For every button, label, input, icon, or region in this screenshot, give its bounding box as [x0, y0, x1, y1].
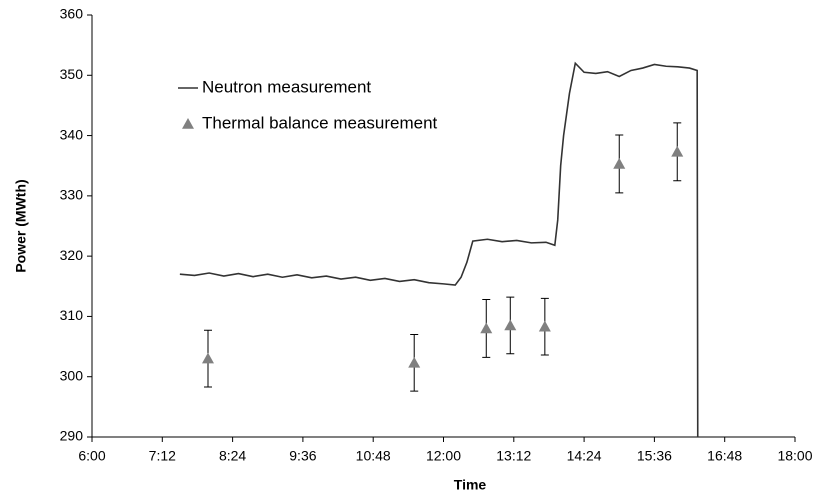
x-tick-label: 8:24 — [219, 448, 246, 464]
y-axis-title: Power (MWth) — [13, 179, 29, 272]
x-tick-label: 7:12 — [149, 448, 176, 464]
x-tick-label: 15:36 — [637, 448, 672, 464]
thermal-point — [408, 356, 421, 368]
y-tick-label: 320 — [60, 247, 84, 263]
x-tick-label: 10:48 — [356, 448, 391, 464]
thermal-point — [201, 352, 214, 364]
y-tick-label: 350 — [60, 66, 84, 82]
y-tick-label: 360 — [60, 6, 84, 22]
y-tick-label: 290 — [60, 428, 84, 444]
x-axis-title: Time — [454, 477, 487, 493]
x-tick-label: 9:36 — [289, 448, 316, 464]
x-tick-label: 18:00 — [777, 448, 812, 464]
x-tick-label: 6:00 — [78, 448, 105, 464]
thermal-point — [613, 157, 626, 169]
y-tick-label: 330 — [60, 187, 84, 203]
thermal-point — [538, 320, 551, 332]
y-tick-label: 310 — [60, 307, 84, 323]
legend-label: Thermal balance measurement — [202, 113, 438, 132]
legend-label: Neutron measurement — [202, 77, 371, 96]
thermal-point — [504, 319, 517, 331]
x-tick-label: 13:12 — [496, 448, 531, 464]
y-tick-label: 300 — [60, 367, 84, 383]
x-tick-label: 16:48 — [707, 448, 742, 464]
x-tick-label: 12:00 — [426, 448, 461, 464]
thermal-point — [671, 145, 684, 157]
x-tick-label: 14:24 — [567, 448, 602, 464]
neutron-line — [179, 61, 699, 438]
thermal-point — [480, 322, 493, 334]
y-tick-label: 340 — [60, 126, 84, 142]
legend-swatch — [182, 118, 194, 129]
